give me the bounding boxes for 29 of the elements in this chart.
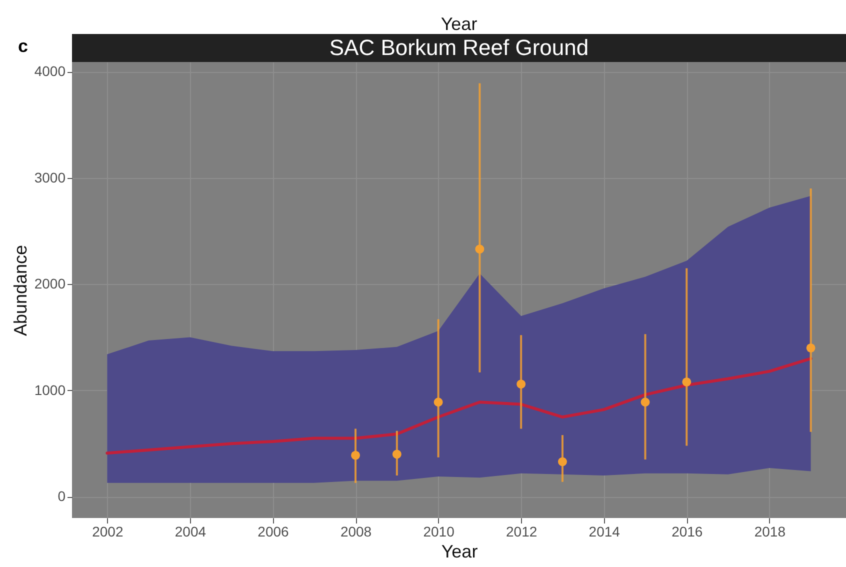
x-tick-label: 2016	[672, 524, 703, 540]
y-tick-label: 4000	[34, 63, 66, 80]
x-tick-label: 2014	[588, 524, 620, 540]
x-tick-label: 2012	[506, 524, 538, 540]
x-tick-label: 2002	[92, 524, 124, 540]
point	[640, 398, 650, 407]
line-series	[106, 357, 812, 455]
point	[351, 450, 360, 460]
point	[392, 450, 402, 459]
x-tick-label: 2004	[174, 524, 206, 540]
y-tick-label: 2000	[34, 276, 66, 292]
y-tick-label: 0	[58, 488, 66, 504]
point	[434, 398, 443, 407]
text: c	[18, 36, 28, 57]
x-axis-title: Year	[441, 542, 478, 562]
point	[806, 343, 816, 352]
point	[516, 380, 526, 389]
point	[475, 244, 484, 254]
x-tick-label: 2010	[423, 524, 455, 540]
y-tick-label: 1000	[34, 382, 66, 398]
point	[558, 457, 567, 466]
x-tick-label: 2008	[340, 524, 372, 540]
point	[682, 377, 692, 386]
x-tick-label: 2006	[258, 524, 290, 540]
chart-title: SAC Borkum Reef Ground	[72, 34, 846, 62]
text: Year	[440, 14, 478, 35]
x-tick-label: 2018	[754, 524, 786, 540]
y-tick-label: 3000	[34, 169, 66, 186]
y-axis-title: Abundance	[10, 244, 30, 336]
